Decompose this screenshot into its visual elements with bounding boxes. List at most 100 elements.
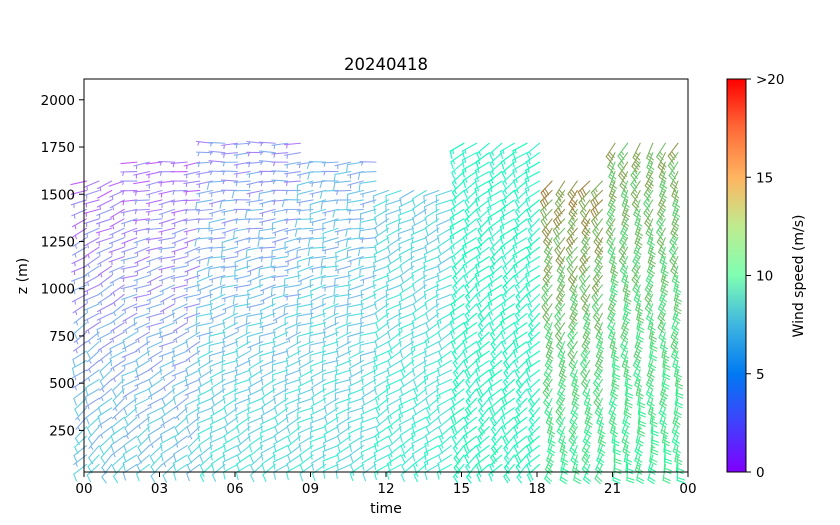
barb-flag: [609, 173, 617, 180]
wind-barb: [322, 331, 339, 347]
barb-half-flag: [402, 443, 406, 449]
wind-barb: [567, 341, 578, 361]
wind-barb: [425, 426, 440, 444]
wind-barb: [591, 293, 603, 314]
wind-barb: [322, 444, 339, 460]
barb-staff: [184, 397, 201, 406]
barb-flag: [594, 251, 601, 258]
barb-half-flag: [491, 359, 495, 365]
barb-flag: [424, 348, 427, 357]
barb-flag: [307, 247, 311, 257]
barb-flag: [526, 209, 531, 218]
barb-staff: [261, 397, 276, 408]
wind-barb: [438, 416, 452, 435]
barb-staff: [423, 256, 440, 264]
barb-flag: [612, 439, 620, 444]
barb-flag: [623, 315, 631, 321]
barb-flag: [298, 443, 302, 452]
barb-half-flag: [452, 207, 456, 212]
wind-barb: [246, 237, 264, 243]
barb-flag: [580, 363, 586, 371]
barb-flag: [595, 475, 603, 482]
wind-barb: [235, 463, 251, 481]
barb-half-flag: [465, 226, 469, 232]
barb-flag: [222, 384, 224, 394]
wind-barb: [133, 180, 150, 185]
barb-staff: [221, 237, 239, 243]
wind-barb: [174, 426, 188, 445]
barb-half-flag: [585, 322, 590, 326]
barb-flag: [333, 182, 336, 191]
barb-half-flag: [87, 253, 90, 259]
barb-flag: [555, 209, 561, 217]
barb-half-flag: [197, 151, 200, 157]
barb-half-flag: [502, 310, 505, 316]
wind-barb: [567, 180, 578, 201]
barb-flag: [86, 351, 92, 360]
wind-barb: [235, 331, 251, 348]
wind-barb: [501, 246, 515, 265]
wind-barb: [271, 142, 289, 150]
barb-half-flag: [453, 293, 457, 298]
wind-barb: [387, 341, 402, 359]
barb-flag: [554, 306, 561, 314]
barb-staff: [74, 397, 88, 410]
barb-flag: [373, 291, 376, 300]
barb-staff: [412, 293, 427, 305]
wind-barb: [158, 341, 176, 350]
wind-barb: [488, 378, 503, 396]
wind-barb: [500, 208, 515, 226]
barb-flag: [398, 206, 402, 215]
wind-barb: [489, 312, 503, 331]
wind-barb: [463, 322, 478, 340]
barb-flag: [464, 200, 469, 209]
wind-barb: [541, 284, 553, 304]
barb-half-flag: [185, 191, 188, 196]
wind-barb: [297, 274, 314, 285]
barb-half-flag: [491, 161, 495, 166]
wind-barb: [528, 407, 541, 427]
barb-half-flag: [336, 199, 339, 205]
barb-flag: [568, 326, 575, 333]
wind-barb: [147, 284, 163, 295]
barb-staff: [221, 350, 239, 357]
barb-staff: [373, 256, 390, 264]
wind-barb: [514, 359, 528, 379]
barb-flag: [622, 429, 630, 435]
barb-flag: [245, 249, 248, 258]
wind-barb: [554, 312, 566, 333]
barb-flag: [399, 197, 403, 207]
barb-flag: [335, 414, 339, 423]
barb-half-flag: [465, 178, 468, 183]
barb-flag: [322, 384, 325, 393]
wind-barb: [346, 312, 364, 324]
barb-flag: [98, 406, 102, 415]
barb-flag: [525, 264, 529, 273]
barb-staff: [284, 312, 301, 319]
barb-half-flag: [528, 207, 532, 213]
wind-barb: [208, 341, 226, 354]
barb-half-flag: [595, 274, 600, 278]
barb-flag: [73, 473, 78, 482]
barb-staff: [385, 284, 402, 292]
barb-flag: [462, 169, 465, 178]
barb-flag: [310, 414, 313, 423]
wind-barb: [553, 227, 566, 247]
barb-half-flag: [426, 442, 429, 447]
barb-half-flag: [517, 464, 521, 469]
wind-barb: [244, 208, 264, 219]
wind-barb: [335, 369, 352, 383]
barb-half-flag: [451, 224, 454, 230]
barb-flag: [400, 370, 405, 378]
barb-half-flag: [149, 280, 152, 286]
barb-flag: [361, 387, 365, 396]
barb-flag: [360, 413, 364, 423]
wind-barb: [462, 341, 478, 359]
barb-half-flag: [74, 375, 77, 381]
barb-flag: [261, 397, 266, 406]
barb-staff: [272, 331, 289, 340]
barb-half-flag: [149, 403, 152, 409]
barb-flag: [546, 343, 554, 350]
barb-half-flag: [478, 207, 481, 212]
